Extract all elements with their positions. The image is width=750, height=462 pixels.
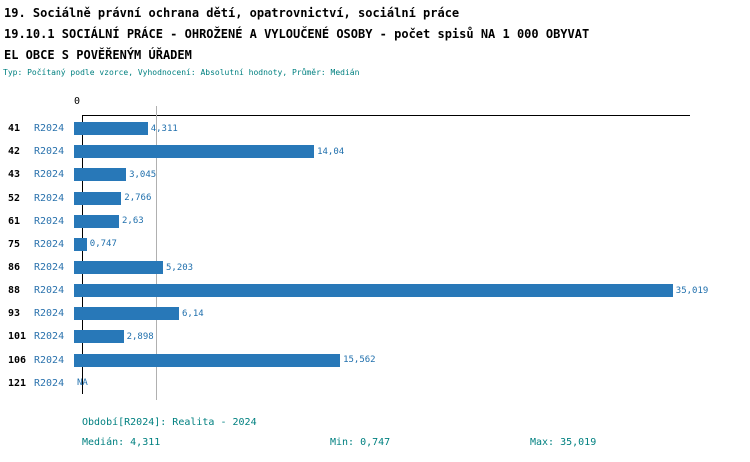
chart-row: 93 R2024 6,14 [0, 302, 750, 325]
bar-area: 0,747 [74, 233, 117, 256]
row-series-label: R2024 [34, 238, 65, 250]
bar[interactable] [74, 145, 315, 159]
row-category-label: 106 [8, 354, 27, 366]
row-category-label: 61 [8, 215, 21, 227]
row-series-label: R2024 [34, 123, 65, 135]
row-category-label: 41 [8, 123, 21, 135]
row-category-label: 42 [8, 146, 21, 158]
row-series-label: R2024 [34, 146, 65, 158]
y-axis-line [82, 115, 83, 394]
bar[interactable] [74, 237, 87, 251]
bar[interactable] [74, 214, 119, 228]
chart-row: 42 R2024 14,04 [0, 140, 750, 163]
bar[interactable] [74, 307, 179, 321]
bar-area: 4,311 [74, 117, 178, 140]
axis-zero-label: 0 [73, 96, 80, 107]
bar-area: 35,019 [74, 279, 708, 302]
bar-value-label: 2,898 [126, 331, 154, 342]
row-category-label: 43 [8, 169, 21, 181]
chart-meta-info: Typ: Počítaný podle vzorce, Vyhodnocení:… [3, 68, 360, 77]
min-stat-label: Min: 0,747 [330, 437, 391, 448]
row-series-label: R2024 [34, 285, 65, 297]
row-category-label: 52 [8, 192, 21, 204]
bar-value-label: 2,766 [124, 193, 152, 204]
chart-title-line1: 19.10.1 SOCIÁLNÍ PRÁCE - OHROŽENÉ A VYLO… [4, 27, 590, 41]
max-stat-label: Max: 35,019 [530, 437, 597, 448]
bar-area: 2,898 [74, 325, 154, 348]
bar-value-label: 3,045 [129, 169, 157, 180]
row-series-label: R2024 [34, 215, 65, 227]
report-section-title: 19. Sociálně právní ochrana dětí, opatro… [4, 6, 460, 20]
bar-area: 6,14 [74, 302, 204, 325]
bar-value-label: 15,562 [343, 355, 376, 366]
bar-value-label: 35,019 [675, 285, 709, 296]
chart-row: 106 R2024 15,562 [0, 349, 750, 372]
median-stat-label: Medián: 4,311 [82, 437, 161, 448]
row-category-label: 88 [8, 285, 21, 297]
bar[interactable] [74, 353, 341, 367]
row-series-label: R2024 [34, 262, 65, 274]
bar-area: 2,766 [74, 186, 151, 209]
row-category-label: 75 [8, 238, 21, 250]
bar-area: NA [74, 372, 88, 395]
bar-area: 5,203 [74, 256, 193, 279]
chart-row: 41 R2024 4,311 [0, 117, 750, 140]
chart-row: 52 R2024 2,766 [0, 186, 750, 209]
bar-area: 2,63 [74, 210, 144, 233]
bar[interactable] [74, 168, 127, 182]
row-series-label: R2024 [34, 331, 65, 343]
bar[interactable] [74, 330, 124, 344]
bar-area: 15,562 [74, 349, 376, 372]
bar-value-label: 2,63 [122, 216, 144, 227]
chart-rows: 41 R2024 4,311 42 R2024 14,04 43 R2024 3,045 52 R2… [0, 117, 750, 395]
bar-area: 3,045 [74, 163, 156, 186]
row-category-label: 101 [8, 331, 27, 343]
row-series-label: R2024 [34, 354, 65, 366]
chart-title-line2: EL OBCE S POVĚŘENÝM ÚŘADEM [4, 48, 192, 62]
bar-value-label: NA [77, 378, 88, 389]
period-label: Období[R2024]: Realita - 2024 [82, 417, 257, 428]
bar-value-label: 0,747 [89, 239, 117, 250]
chart-row: 43 R2024 3,045 [0, 163, 750, 186]
row-category-label: 121 [8, 377, 27, 389]
bar[interactable] [74, 122, 148, 136]
chart-row: 121 R2024 NA [0, 372, 750, 395]
bar-value-label: 6,14 [182, 308, 204, 319]
chart-row: 88 R2024 35,019 [0, 279, 750, 302]
median-gridline [156, 106, 157, 400]
row-series-label: R2024 [34, 169, 65, 181]
chart-row: 61 R2024 2,63 [0, 210, 750, 233]
chart-row: 75 R2024 0,747 [0, 233, 750, 256]
bar-value-label: 4,311 [150, 123, 178, 134]
chart-row: 101 R2024 2,898 [0, 325, 750, 348]
row-series-label: R2024 [34, 192, 65, 204]
bar-value-label: 5,203 [166, 262, 194, 273]
bar[interactable] [74, 191, 122, 205]
bar[interactable] [74, 261, 163, 275]
row-category-label: 93 [8, 308, 21, 320]
row-category-label: 86 [8, 262, 21, 274]
chart-row: 86 R2024 5,203 [0, 256, 750, 279]
row-series-label: R2024 [34, 308, 65, 320]
bar[interactable] [74, 284, 673, 298]
bar-area: 14,04 [74, 140, 344, 163]
x-axis-line [82, 115, 690, 116]
bar-value-label: 14,04 [317, 146, 345, 157]
row-series-label: R2024 [34, 377, 65, 389]
